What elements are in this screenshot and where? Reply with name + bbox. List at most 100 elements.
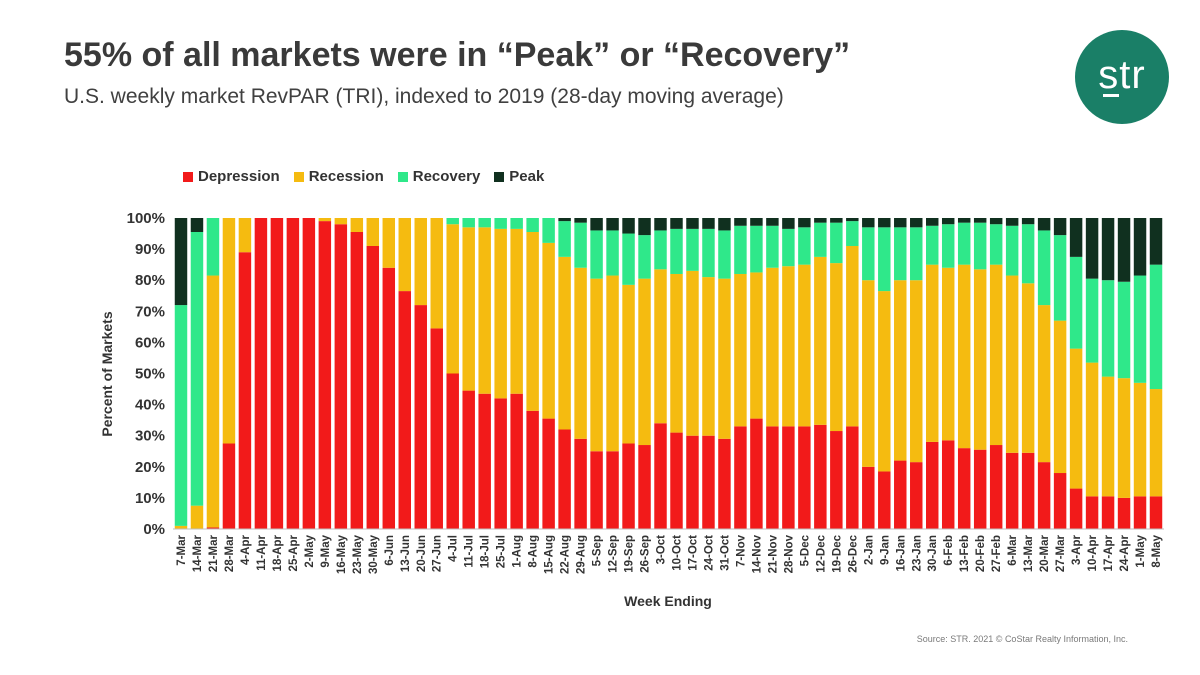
bar-segment-recession — [366, 218, 380, 246]
bar-segment-recession — [446, 224, 459, 374]
bar-segment-depression — [718, 438, 731, 529]
bar-segment-peak — [1117, 218, 1131, 282]
y-tick-label: 10% — [135, 490, 165, 507]
bar-segment-recession — [894, 280, 907, 461]
bar-segment-peak — [590, 218, 603, 231]
bar-segment-recovery — [750, 225, 763, 273]
x-tick-label: 12-Sep — [608, 535, 620, 573]
x-tick-label: 18-Jul — [480, 535, 492, 568]
bar-segment-peak — [973, 218, 987, 223]
bar-segment-recovery — [798, 227, 811, 265]
bar-segment-recovery — [702, 228, 715, 278]
bar-segment-recession — [941, 267, 955, 441]
bar-segment-recovery — [989, 224, 1003, 265]
bar-segment-recovery — [846, 221, 859, 246]
bar-segment-depression — [446, 373, 459, 529]
bar-segment-recovery — [1085, 278, 1099, 363]
bar-segment-peak — [638, 218, 651, 236]
bar-segment-recession — [846, 245, 859, 427]
bar-segment-depression — [558, 429, 571, 529]
bar-segment-recession — [1037, 305, 1051, 463]
bar-segment-recovery — [654, 230, 667, 270]
bar-segment-recession — [494, 228, 507, 399]
y-tick-label: 90% — [135, 241, 165, 258]
x-tick-label: 6-Mar — [1007, 534, 1019, 565]
bar-segment-depression — [1133, 496, 1147, 529]
bar-segment-peak — [1005, 218, 1019, 226]
bar-segment-depression — [1053, 473, 1067, 529]
bar-segment-recession — [526, 232, 539, 411]
bar-segment-peak — [190, 218, 204, 232]
chart-subtitle: U.S. weekly market RevPAR (TRI), indexed… — [64, 85, 784, 108]
bar-segment-depression — [574, 438, 587, 529]
bar-segment-depression — [894, 460, 907, 529]
x-tick-label: 9-Jan — [879, 535, 891, 565]
bar-segment-depression — [398, 291, 411, 529]
bar-segment-recession — [862, 280, 875, 467]
x-tick-label: 2-Jan — [863, 535, 875, 565]
bar-segment-recovery — [782, 228, 795, 267]
bar-segment-peak — [878, 218, 891, 228]
bar-segment-recession — [350, 218, 364, 232]
bar-segment-recovery — [973, 222, 987, 270]
bar-segment-depression — [654, 423, 667, 529]
bar-segment-peak — [814, 218, 827, 223]
bar-segment-depression — [1037, 462, 1051, 529]
x-tick-label: 25-Jul — [496, 535, 508, 568]
bar-segment-depression — [910, 462, 923, 529]
legend-label-peak: Peak — [509, 168, 545, 185]
bar-segment-depression — [334, 224, 348, 529]
x-tick-label: 25-Apr — [288, 534, 300, 571]
bar-segment-recovery — [862, 227, 875, 281]
bar-segment-depression — [350, 232, 364, 529]
x-tick-label: 14-Mar — [192, 534, 204, 572]
x-tick-label: 11-Apr — [256, 534, 268, 570]
bar-segment-recession — [926, 264, 939, 442]
x-tick-label: 4-Jul — [448, 535, 460, 562]
x-tick-label: 24-Oct — [703, 535, 715, 571]
bar-segment-depression — [862, 466, 875, 529]
x-tick-label: 3-Oct — [656, 535, 668, 565]
bar-segment-peak — [1053, 218, 1067, 236]
bar-segment-recovery — [190, 232, 204, 506]
bar-segment-recovery — [670, 228, 683, 274]
x-tick-label: 13-Mar — [1023, 534, 1035, 572]
x-tick-label: 5-Sep — [592, 535, 604, 566]
bar-segment-peak — [734, 218, 747, 226]
bar-segment-peak — [910, 218, 923, 228]
bar-segment-recession — [318, 218, 332, 222]
y-tick-label: 50% — [135, 366, 165, 383]
bar-segment-peak — [1085, 218, 1099, 279]
bar-segment-depression — [254, 218, 268, 529]
x-tick-label: 15-Aug — [544, 535, 556, 574]
x-tick-label: 19-Dec — [831, 534, 843, 572]
x-tick-label: 30-Jan — [927, 535, 939, 571]
bar-segment-depression — [222, 443, 236, 529]
x-axis-title: Week Ending — [624, 593, 712, 609]
bar-segment-recession — [1005, 275, 1019, 453]
bar-segment-peak — [1149, 218, 1163, 265]
bar-segment-recession — [957, 264, 971, 449]
bar-segment-recovery — [878, 227, 891, 292]
bar-segment-recession — [750, 272, 763, 419]
bar-segment-peak — [989, 218, 1003, 225]
bar-segment-depression — [414, 305, 427, 529]
bar-segment-recovery — [814, 222, 827, 257]
x-tick-label: 19-Sep — [624, 535, 636, 573]
bar-segment-recession — [638, 278, 651, 446]
bar-segment-recession — [574, 267, 587, 439]
bar-segment-peak — [1037, 218, 1051, 231]
bar-segment-recession — [1053, 320, 1067, 474]
bar-segment-recovery — [718, 230, 731, 279]
x-tick-label: 21-Mar — [208, 534, 220, 572]
bar-segment-depression — [510, 393, 523, 529]
x-tick-label: 7-Nov — [735, 534, 747, 567]
legend: Depression Recession Recovery Peak — [183, 168, 544, 185]
bar-segment-recession — [430, 218, 443, 329]
bar-segment-depression — [686, 435, 699, 529]
bar-segment-recession — [973, 269, 987, 450]
x-tick-label: 18-Apr — [272, 534, 284, 571]
bar-segment-recovery — [510, 218, 523, 229]
bar-segment-recovery — [638, 235, 651, 279]
legend-swatch-peak — [494, 171, 505, 182]
